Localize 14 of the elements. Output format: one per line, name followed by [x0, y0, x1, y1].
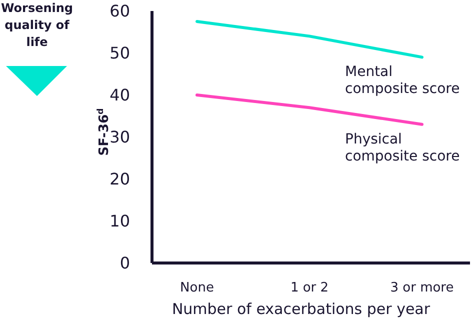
x-tick-label: 3 or more: [390, 280, 454, 296]
x-tick-label: None: [180, 280, 214, 296]
series-label: Physical composite score: [345, 131, 460, 164]
y-tick-label: 20: [110, 170, 130, 188]
x-tick-label: 1 or 2: [290, 280, 329, 296]
y-tick-label: 40: [110, 86, 130, 104]
x-axis-title: Number of exacerbations per year: [172, 300, 431, 318]
text: Worsening quality of life: [0, 1, 74, 49]
y-tick-label: 30: [110, 128, 130, 146]
series-label: Mental composite score: [345, 64, 460, 98]
y-tick-label: 60: [110, 2, 130, 20]
y-tick-label: 50: [110, 44, 130, 62]
y-tick-label: 0: [120, 254, 130, 272]
y-tick-label: 10: [110, 212, 130, 230]
